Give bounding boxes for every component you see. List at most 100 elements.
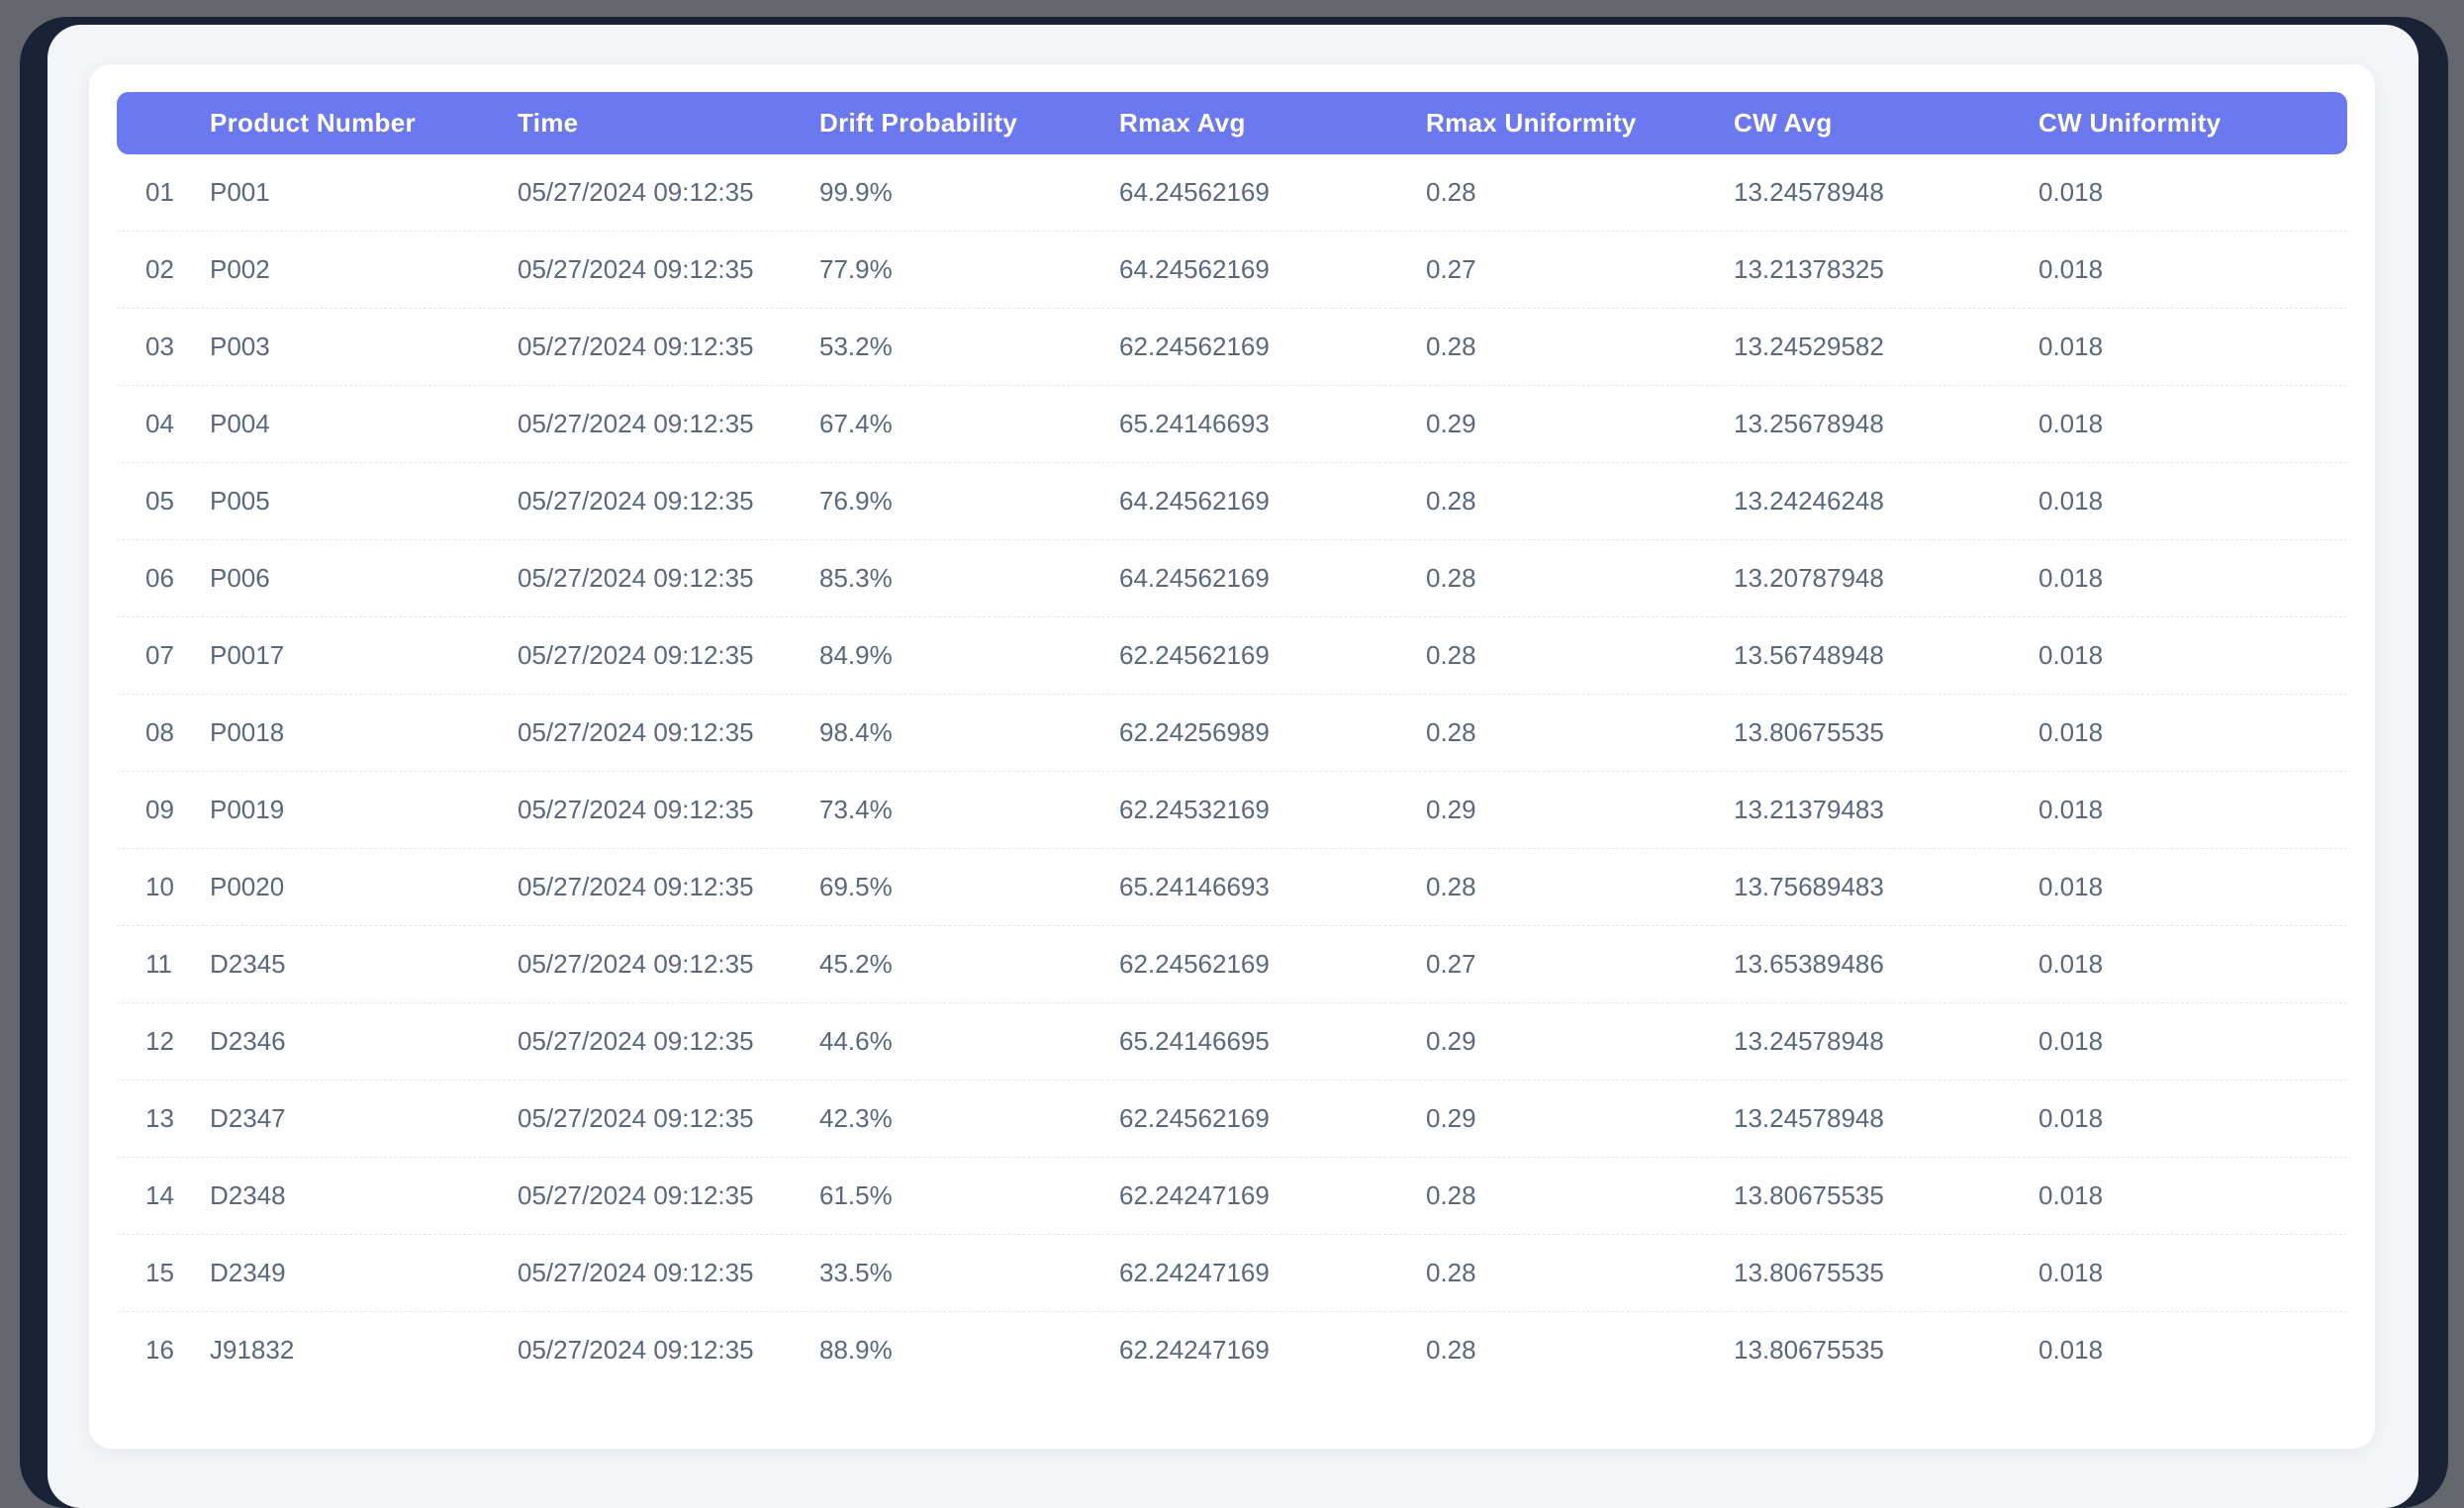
drift-probability-cell: 77.9% [819, 254, 893, 284]
product-number-cell: D2346 [210, 1026, 286, 1056]
rmax-uniformity-cell: 0.29 [1426, 409, 1476, 438]
product-number-cell: P006 [210, 563, 270, 593]
table-row[interactable]: 10 P0020 05/27/2024 09:12:35 69.5% 65.241466… [117, 848, 2347, 925]
row-index: 08 [145, 717, 174, 747]
rmax-avg-cell: 64.24562169 [1119, 486, 1270, 516]
cw-avg-cell: 13.75689483 [1734, 872, 1884, 901]
table-row[interactable]: 14 D2348 05/27/2024 09:12:35 61.5% 62.242471… [117, 1157, 2347, 1234]
data-table-card: Product Number Time Drift Probability Rm… [89, 64, 2375, 1449]
drift-probability-cell: 53.2% [819, 331, 893, 361]
rmax-uniformity-cell: 0.29 [1426, 1026, 1476, 1056]
table-row[interactable]: 08 P0018 05/27/2024 09:12:35 98.4% 62.242569… [117, 694, 2347, 771]
cw-uniformity-cell: 0.018 [2038, 1180, 2104, 1210]
row-index: 12 [145, 1026, 174, 1056]
drift-probability-cell: 73.4% [819, 795, 893, 824]
cw-avg-cell: 13.20787948 [1734, 563, 1884, 593]
rmax-uniformity-cell: 0.28 [1426, 563, 1476, 593]
table-row[interactable]: 16 J91832 05/27/2024 09:12:35 88.9% 62.24247… [117, 1311, 2347, 1388]
table-row[interactable]: 11 D2345 05/27/2024 09:12:35 45.2% 62.245621… [117, 925, 2347, 1002]
drift-probability-cell: 99.9% [819, 177, 893, 207]
drift-probability-cell: 61.5% [819, 1180, 893, 1210]
time-cell: 05/27/2024 09:12:35 [518, 1180, 754, 1210]
header-drift-probability: Drift Probability [819, 108, 1018, 138]
row-index: 16 [145, 1335, 174, 1365]
table-row[interactable]: 12 D2346 05/27/2024 09:12:35 44.6% 65.241466… [117, 1002, 2347, 1080]
header-product-number: Product Number [210, 108, 416, 138]
rmax-avg-cell: 64.24562169 [1119, 254, 1270, 284]
row-index: 11 [145, 949, 172, 979]
table-row[interactable]: 09 P0019 05/27/2024 09:12:35 73.4% 62.245321… [117, 771, 2347, 848]
drift-probability-cell: 44.6% [819, 1026, 893, 1056]
product-number-cell: D2345 [210, 949, 286, 979]
cw-uniformity-cell: 0.018 [2038, 872, 2104, 901]
rmax-avg-cell: 62.24562169 [1119, 331, 1270, 361]
product-number-cell: P004 [210, 409, 270, 438]
table-row[interactable]: 13 D2347 05/27/2024 09:12:35 42.3% 62.245621… [117, 1080, 2347, 1157]
cw-avg-cell: 13.25678948 [1734, 409, 1884, 438]
rmax-uniformity-cell: 0.27 [1426, 254, 1476, 284]
row-index: 14 [145, 1180, 174, 1210]
cw-avg-cell: 13.80675535 [1734, 1258, 1884, 1287]
row-index: 03 [145, 331, 174, 361]
product-number-cell: P002 [210, 254, 270, 284]
rmax-uniformity-cell: 0.28 [1426, 1258, 1476, 1287]
rmax-avg-cell: 62.24247169 [1119, 1180, 1270, 1210]
cw-uniformity-cell: 0.018 [2038, 717, 2104, 747]
cw-avg-cell: 13.80675535 [1734, 717, 1884, 747]
cw-avg-cell: 13.65389486 [1734, 949, 1884, 979]
time-cell: 05/27/2024 09:12:35 [518, 563, 754, 593]
time-cell: 05/27/2024 09:12:35 [518, 486, 754, 516]
rmax-uniformity-cell: 0.28 [1426, 331, 1476, 361]
rmax-uniformity-cell: 0.27 [1426, 949, 1476, 979]
time-cell: 05/27/2024 09:12:35 [518, 1026, 754, 1056]
cw-uniformity-cell: 0.018 [2038, 949, 2104, 979]
rmax-uniformity-cell: 0.28 [1426, 872, 1476, 901]
cw-avg-cell: 13.24529582 [1734, 331, 1884, 361]
rmax-avg-cell: 62.24562169 [1119, 949, 1270, 979]
row-index: 15 [145, 1258, 174, 1287]
cw-uniformity-cell: 0.018 [2038, 1258, 2104, 1287]
rmax-avg-cell: 62.24562169 [1119, 640, 1270, 670]
drift-probability-cell: 85.3% [819, 563, 893, 593]
cw-avg-cell: 13.24246248 [1734, 486, 1884, 516]
product-number-cell: D2348 [210, 1180, 286, 1210]
header-cw-uniformity: CW Uniformity [2038, 108, 2222, 138]
time-cell: 05/27/2024 09:12:35 [518, 331, 754, 361]
product-number-cell: P003 [210, 331, 270, 361]
row-index: 09 [145, 795, 174, 824]
product-number-cell: P0018 [210, 717, 285, 747]
table-header-row: Product Number Time Drift Probability Rm… [117, 92, 2347, 154]
header-cw-avg: CW Avg [1734, 108, 1833, 138]
table-row[interactable]: 04 P004 05/27/2024 09:12:35 67.4% 65.2414669… [117, 385, 2347, 462]
cw-avg-cell: 13.56748948 [1734, 640, 1884, 670]
cw-uniformity-cell: 0.018 [2038, 1103, 2104, 1133]
drift-probability-cell: 88.9% [819, 1335, 893, 1365]
table-row[interactable]: 06 P006 05/27/2024 09:12:35 85.3% 64.2456216… [117, 539, 2347, 616]
table-row[interactable]: 02 P002 05/27/2024 09:12:35 77.9% 64.2456216… [117, 231, 2347, 308]
table-row[interactable]: 03 P003 05/27/2024 09:12:35 53.2% 62.2456216… [117, 308, 2347, 385]
rmax-uniformity-cell: 0.29 [1426, 795, 1476, 824]
header-time: Time [518, 108, 579, 138]
drift-probability-cell: 98.4% [819, 717, 893, 747]
table-row[interactable]: 01 P001 05/27/2024 09:12:35 99.9% 64.2456216… [117, 154, 2347, 231]
rmax-avg-cell: 62.24256989 [1119, 717, 1270, 747]
cw-avg-cell: 13.80675535 [1734, 1180, 1884, 1210]
table-row[interactable]: 15 D2349 05/27/2024 09:12:35 33.5% 62.242471… [117, 1234, 2347, 1311]
product-number-cell: P0019 [210, 795, 285, 824]
drift-probability-cell: 76.9% [819, 486, 893, 516]
cw-avg-cell: 13.24578948 [1734, 177, 1884, 207]
table-row[interactable]: 05 P005 05/27/2024 09:12:35 76.9% 64.2456216… [117, 462, 2347, 539]
time-cell: 05/27/2024 09:12:35 [518, 795, 754, 824]
product-number-cell: P0020 [210, 872, 285, 901]
time-cell: 05/27/2024 09:12:35 [518, 1103, 754, 1133]
time-cell: 05/27/2024 09:12:35 [518, 409, 754, 438]
rmax-avg-cell: 65.24146693 [1119, 872, 1270, 901]
table-row[interactable]: 07 P0017 05/27/2024 09:12:35 84.9% 62.245621… [117, 616, 2347, 694]
header-rmax-uniformity: Rmax Uniformity [1426, 108, 1637, 138]
rmax-avg-cell: 62.24562169 [1119, 1103, 1270, 1133]
time-cell: 05/27/2024 09:12:35 [518, 872, 754, 901]
cw-uniformity-cell: 0.018 [2038, 1335, 2104, 1365]
cw-avg-cell: 13.21379483 [1734, 795, 1884, 824]
cw-uniformity-cell: 0.018 [2038, 409, 2104, 438]
header-rmax-avg: Rmax Avg [1119, 108, 1246, 138]
